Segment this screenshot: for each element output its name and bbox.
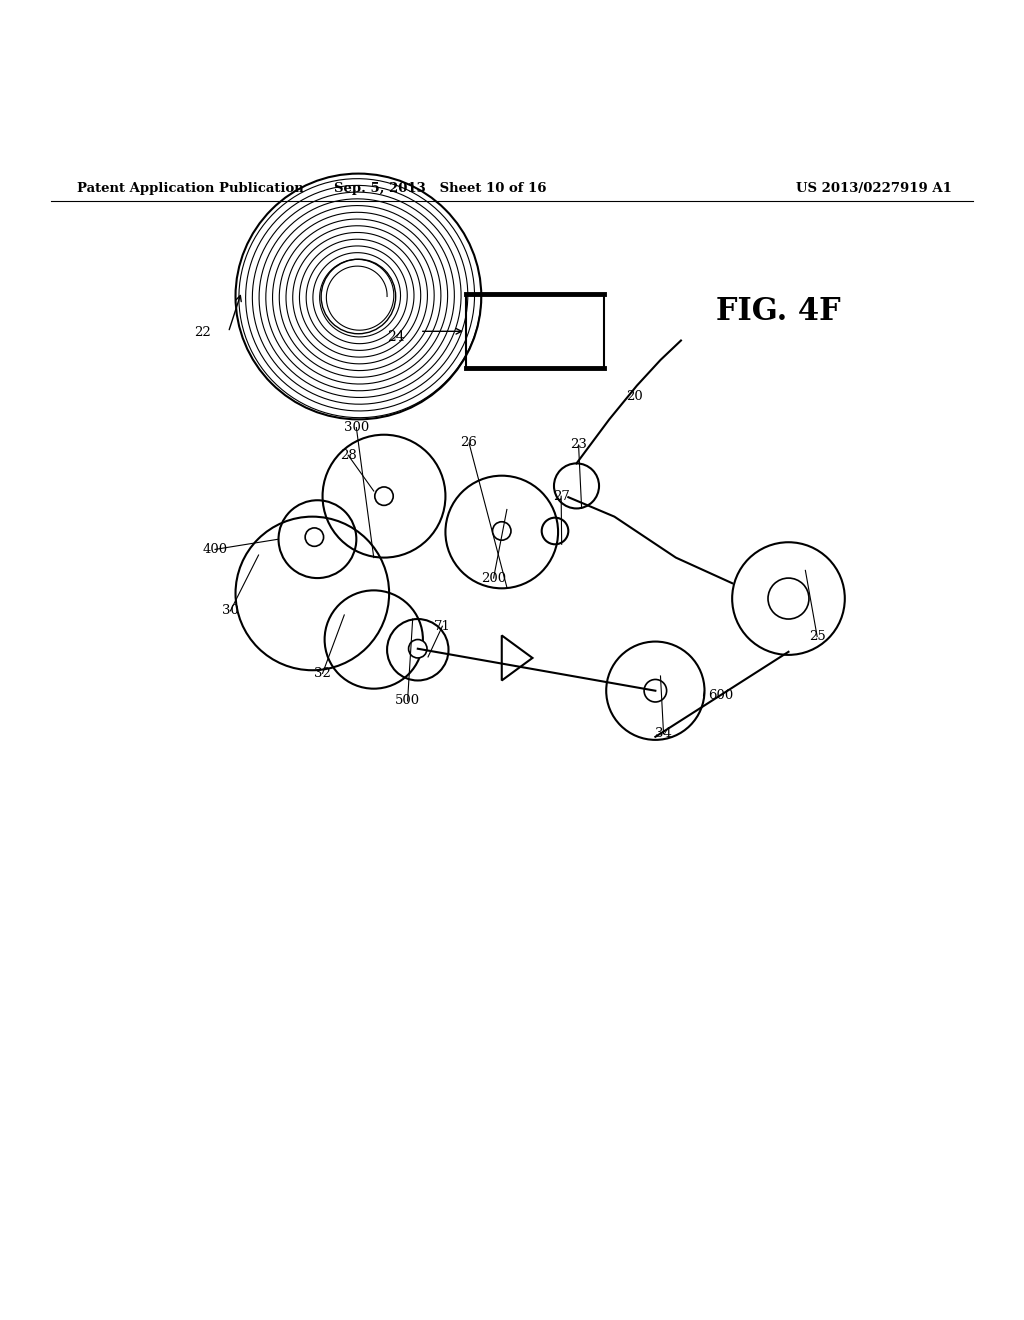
- Text: US 2013/0227919 A1: US 2013/0227919 A1: [797, 182, 952, 195]
- Circle shape: [409, 639, 427, 657]
- Text: 32: 32: [314, 667, 331, 680]
- Text: Patent Application Publication: Patent Application Publication: [77, 182, 303, 195]
- Circle shape: [493, 521, 511, 540]
- Text: 600: 600: [709, 689, 734, 702]
- Text: 400: 400: [203, 543, 227, 556]
- Text: Sep. 5, 2013   Sheet 10 of 16: Sep. 5, 2013 Sheet 10 of 16: [334, 182, 547, 195]
- Circle shape: [322, 259, 395, 334]
- Bar: [466, 294, 604, 368]
- Circle shape: [768, 578, 809, 619]
- Text: 30: 30: [222, 605, 239, 618]
- Circle shape: [375, 487, 393, 506]
- Text: FIG. 4F: FIG. 4F: [716, 297, 841, 327]
- Text: 300: 300: [344, 421, 369, 434]
- Text: 28: 28: [340, 449, 356, 462]
- Text: 25: 25: [809, 630, 825, 643]
- Text: 20: 20: [627, 391, 643, 404]
- Text: 500: 500: [395, 694, 420, 708]
- Circle shape: [644, 680, 667, 702]
- Text: 71: 71: [434, 619, 451, 632]
- Text: 34: 34: [655, 727, 672, 741]
- Text: 200: 200: [481, 572, 506, 585]
- Text: 23: 23: [570, 438, 587, 451]
- Text: 24: 24: [387, 330, 404, 345]
- Text: 26: 26: [461, 437, 477, 449]
- Circle shape: [305, 528, 324, 546]
- Text: 22: 22: [195, 326, 211, 339]
- Text: 27: 27: [553, 490, 569, 503]
